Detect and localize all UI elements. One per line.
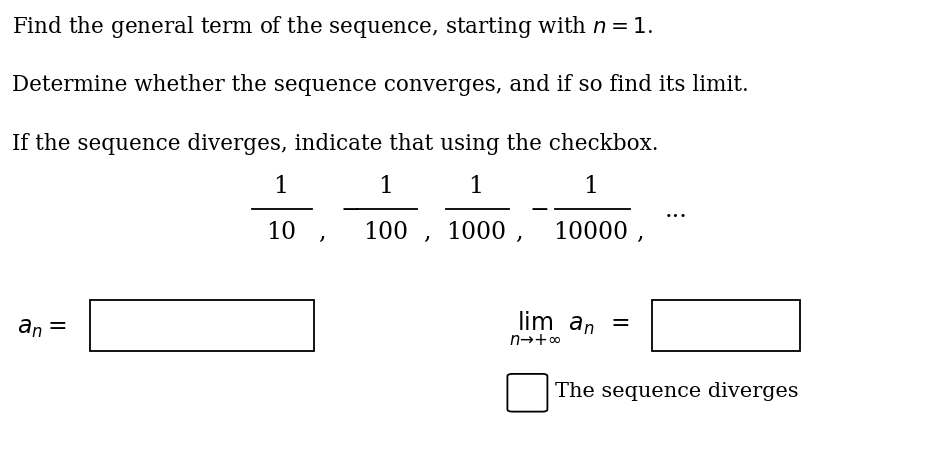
- Text: ...: ...: [664, 198, 687, 221]
- Text: Find the general term of the sequence, starting with $n = 1$.: Find the general term of the sequence, s…: [12, 14, 653, 40]
- Text: ,: ,: [318, 220, 326, 243]
- Text: 100: 100: [363, 220, 408, 243]
- Text: 10000: 10000: [553, 220, 627, 243]
- Text: 1: 1: [273, 174, 288, 197]
- Text: −: −: [341, 198, 360, 221]
- Text: If the sequence diverges, indicate that using the checkbox.: If the sequence diverges, indicate that …: [12, 133, 659, 155]
- Text: ,: ,: [423, 220, 430, 243]
- Text: ,: ,: [636, 220, 644, 243]
- Text: 1: 1: [468, 174, 484, 197]
- Text: 10: 10: [266, 220, 296, 243]
- FancyBboxPatch shape: [507, 374, 547, 412]
- Text: $\lim_{n\to+\infty}\ a_n\ =$: $\lim_{n\to+\infty}\ a_n\ =$: [509, 309, 630, 347]
- Text: Determine whether the sequence converges, and if so find its limit.: Determine whether the sequence converges…: [12, 73, 749, 95]
- FancyBboxPatch shape: [652, 301, 800, 351]
- Text: The sequence diverges: The sequence diverges: [555, 381, 799, 401]
- Text: 1: 1: [583, 174, 598, 197]
- FancyBboxPatch shape: [90, 301, 314, 351]
- Text: −: −: [530, 198, 549, 221]
- Text: 1000: 1000: [446, 220, 506, 243]
- Text: ,: ,: [515, 220, 523, 243]
- Text: $a_n =$: $a_n =$: [17, 317, 67, 340]
- Text: 1: 1: [378, 174, 393, 197]
